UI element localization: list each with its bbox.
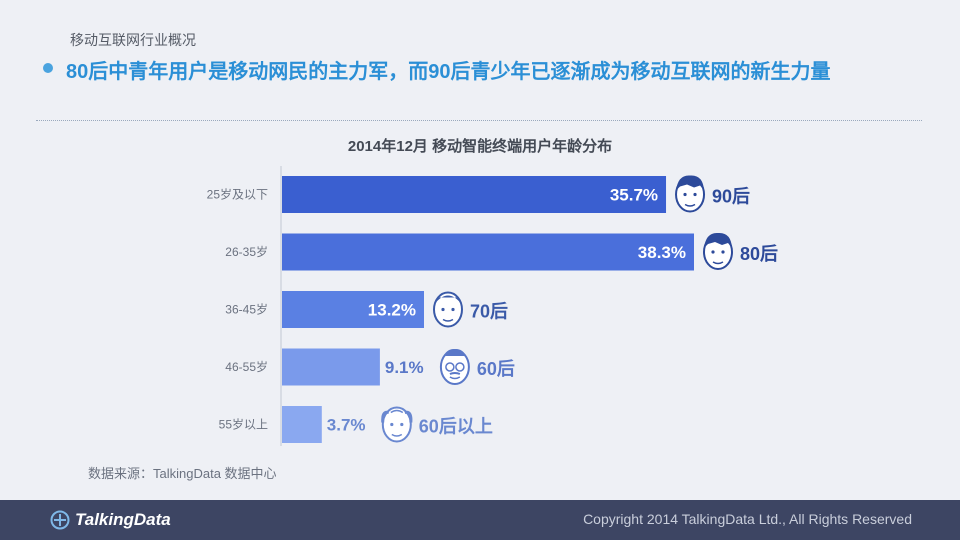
category-label: 36-45岁 — [225, 302, 268, 317]
generation-label: 60后以上 — [419, 417, 493, 437]
brand-logo: TalkingData — [50, 508, 171, 532]
generation-label: 90后 — [712, 187, 750, 207]
category-label: 46-55岁 — [225, 359, 268, 374]
divider — [36, 120, 922, 121]
talkingdata-logo-icon — [50, 510, 70, 530]
generation-label: 60后 — [477, 359, 515, 379]
data-source: 数据来源：TalkingData 数据中心 — [88, 466, 277, 481]
footer: TalkingData Copyright 2014 TalkingData L… — [0, 500, 960, 540]
bar — [282, 176, 667, 213]
generation-label: 80后 — [740, 244, 778, 264]
face-icon — [675, 175, 706, 213]
bar — [282, 406, 322, 443]
value-label: 38.3% — [638, 243, 686, 262]
headline-bullet — [43, 63, 53, 73]
face-icon — [703, 232, 733, 270]
bar — [282, 291, 424, 328]
value-label: 3.7% — [327, 416, 366, 435]
generation-label: 70后 — [470, 302, 508, 322]
category-label: 26-35岁 — [225, 244, 268, 259]
brand-name: TalkingData — [75, 510, 171, 529]
category-label: 55岁以上 — [219, 417, 268, 432]
face-icon — [381, 406, 413, 443]
bar — [282, 233, 694, 271]
bar — [282, 348, 380, 386]
category-label: 25岁及以下 — [207, 187, 268, 202]
section-title: 移动互联网行业概况 — [70, 32, 196, 48]
value-label: 13.2% — [368, 301, 416, 320]
copyright: Copyright 2014 TalkingData Ltd., All Rig… — [583, 511, 912, 527]
value-label: 9.1% — [385, 358, 424, 377]
headline: 80后中青年用户是移动网民的主力军，而90后青少年已逐渐成为移动互联网的新生力量 — [66, 61, 831, 83]
face-icon — [439, 348, 470, 385]
chart-title: 2014年12月 移动智能终端用户年龄分布 — [347, 138, 613, 155]
value-label: 35.7% — [610, 186, 658, 205]
face-icon — [432, 291, 463, 328]
